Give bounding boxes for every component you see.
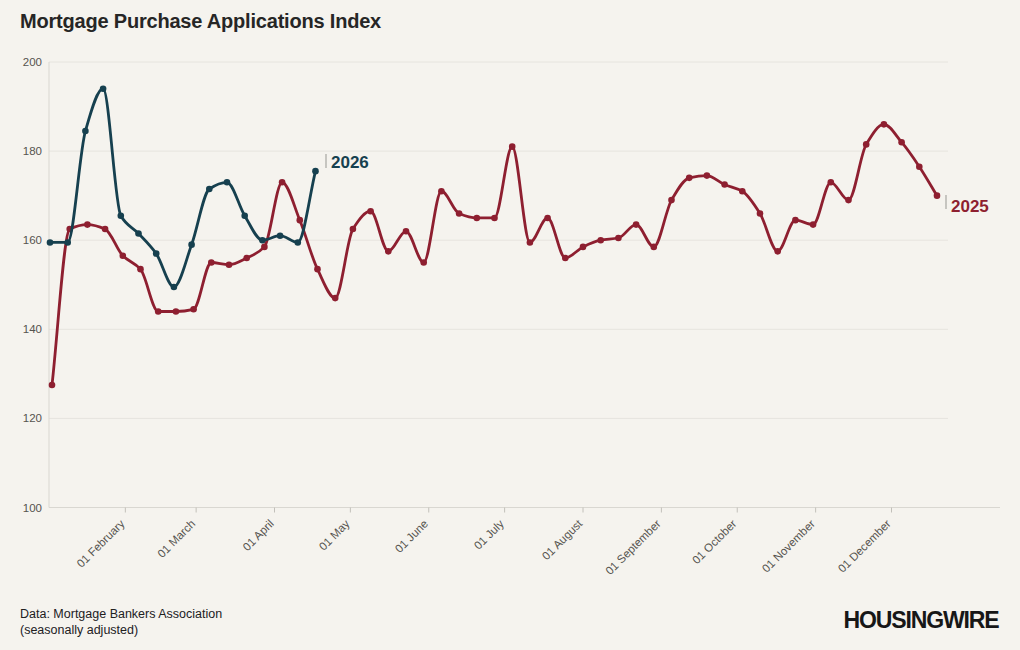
y-tick-label: 200 [23,56,42,68]
data-point-2025 [898,139,905,146]
data-point-2025 [297,217,304,224]
x-tick-label: 01 May [317,517,352,552]
data-point-2025 [721,181,728,188]
data-point-2026 [224,179,231,186]
source-line-1: Data: Mortgage Bankers Association [20,606,222,622]
x-tick-label: 01 October [690,517,739,566]
data-point-2025 [137,266,144,273]
data-point-2025 [633,221,640,228]
x-tick-label: 01 February [74,517,127,570]
data-point-2025 [367,208,374,215]
data-point-2025 [881,121,888,128]
data-point-2025 [279,179,286,186]
data-point-2026 [188,241,195,248]
data-point-2025 [173,308,180,315]
data-point-2025 [686,175,693,182]
data-point-2025 [120,252,127,259]
y-tick-label: 140 [23,323,42,335]
data-point-2026 [118,212,125,219]
data-point-2025 [438,188,445,195]
data-point-2025 [828,179,835,186]
data-point-2025 [651,244,658,251]
x-tick-label: 01 March [155,517,197,559]
data-point-2025 [810,221,817,228]
data-point-2025 [102,226,109,233]
x-tick-label: 01 June [393,517,430,554]
data-point-2026 [277,232,284,239]
housingwire-logo: HOUSINGWIRE [843,606,998,634]
data-point-2026 [135,230,142,237]
x-tick-label: 01 September [603,517,663,577]
data-point-2026 [312,168,319,175]
line-chart: 200 180 160 140 120 100 01 February 01 March 01 … [0,0,1020,650]
data-point-2025 [208,259,215,266]
data-point-2025 [84,221,91,228]
data-point-2026 [171,284,178,291]
data-point-2026 [100,85,107,92]
data-point-2026 [295,239,302,246]
y-tick-label: 120 [23,412,42,424]
data-point-2025 [774,248,781,255]
data-point-2025 [491,215,498,222]
data-point-2025 [544,215,551,222]
data-point-2025 [350,226,357,233]
data-point-2025 [863,141,870,148]
x-tick-label: 01 July [472,517,506,551]
x-tick-label: 01 April [240,517,276,553]
series-label-2026: 2026 [331,153,369,172]
data-point-2026 [206,186,213,193]
source-line-2: (seasonally adjusted) [20,622,222,638]
series-label-2025: 2025 [951,197,989,216]
data-point-2025 [155,308,162,315]
data-point-2025 [580,244,587,251]
data-point-2025 [527,239,534,246]
line-2025 [52,124,937,385]
data-point-2025 [243,255,250,262]
data-point-2025 [456,210,463,217]
data-point-2025 [190,306,197,313]
data-point-2025 [704,172,711,179]
data-point-2025 [332,295,339,302]
data-point-2025 [615,235,622,242]
data-point-2025 [474,215,481,222]
data-point-2025 [385,248,392,255]
data-point-2025 [509,143,516,150]
x-tick-label: 01 August [540,517,585,562]
data-point-2026 [241,212,248,219]
data-point-2025 [314,266,321,273]
data-point-2025 [757,210,764,217]
data-point-2025 [261,244,268,251]
x-tick-label: 01 December [836,517,893,574]
data-point-2025 [845,197,852,204]
data-point-2026 [64,239,71,246]
data-point-2025 [916,163,923,170]
data-point-2025 [597,237,604,244]
data-point-2025 [668,197,675,204]
data-point-2025 [403,228,410,235]
data-point-2026 [153,250,160,257]
data-point-2025 [792,217,799,224]
data-point-2026 [259,237,266,244]
data-point-2025 [226,261,233,268]
data-point-2025 [49,382,56,389]
y-tick-label: 160 [23,234,42,246]
y-tick-label: 180 [23,145,42,157]
data-point-2026 [47,239,54,246]
data-point-2025 [934,192,941,199]
data-point-2025 [420,259,427,266]
y-tick-label: 100 [23,502,42,514]
source-note: Data: Mortgage Bankers Association (seas… [20,606,222,638]
data-point-2026 [82,128,89,135]
x-tick-label: 01 November [760,517,817,574]
chart-page: Mortgage Purchase Applications Index 200… [0,0,1020,650]
data-point-2025 [562,255,569,262]
line-2026 [50,89,316,287]
data-point-2025 [739,188,746,195]
